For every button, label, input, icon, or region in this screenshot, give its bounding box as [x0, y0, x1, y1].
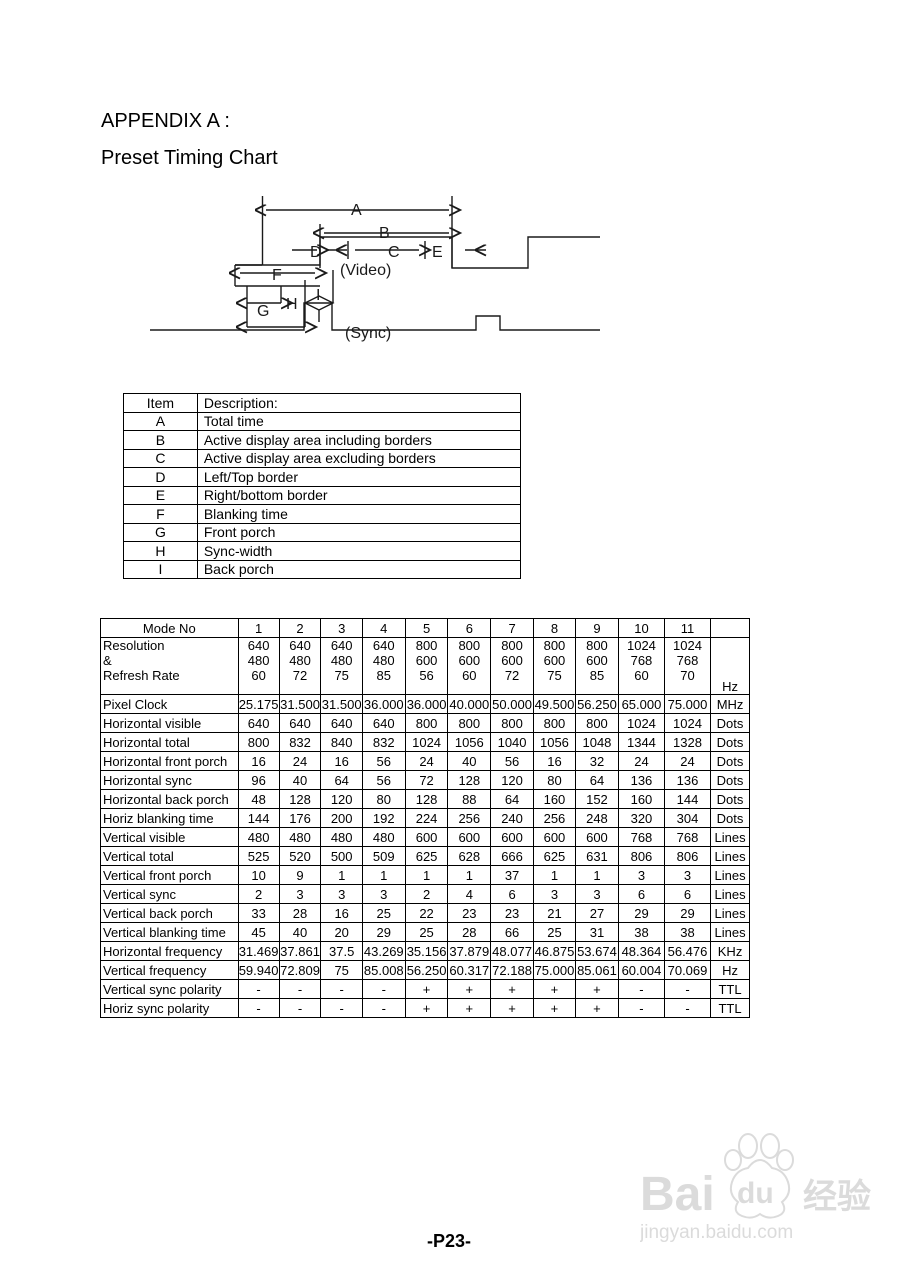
svg-text:D: D [310, 244, 322, 261]
svg-text:(Sync): (Sync) [345, 325, 391, 342]
svg-text:G: G [257, 303, 269, 320]
svg-text:B: B [379, 225, 390, 242]
svg-text:C: C [388, 244, 400, 261]
svg-text:jingyan.baidu.com: jingyan.baidu.com [640, 1222, 793, 1243]
svg-text:du: du [737, 1177, 774, 1210]
svg-text:A: A [351, 202, 362, 219]
svg-text:Bai: Bai [640, 1168, 715, 1221]
svg-text:E: E [432, 244, 443, 261]
svg-text:(Video): (Video) [340, 262, 391, 279]
svg-text:F: F [272, 267, 282, 284]
svg-text:H: H [286, 296, 298, 313]
svg-text:经验: 经验 [803, 1177, 871, 1216]
svg-text:I: I [316, 287, 320, 304]
